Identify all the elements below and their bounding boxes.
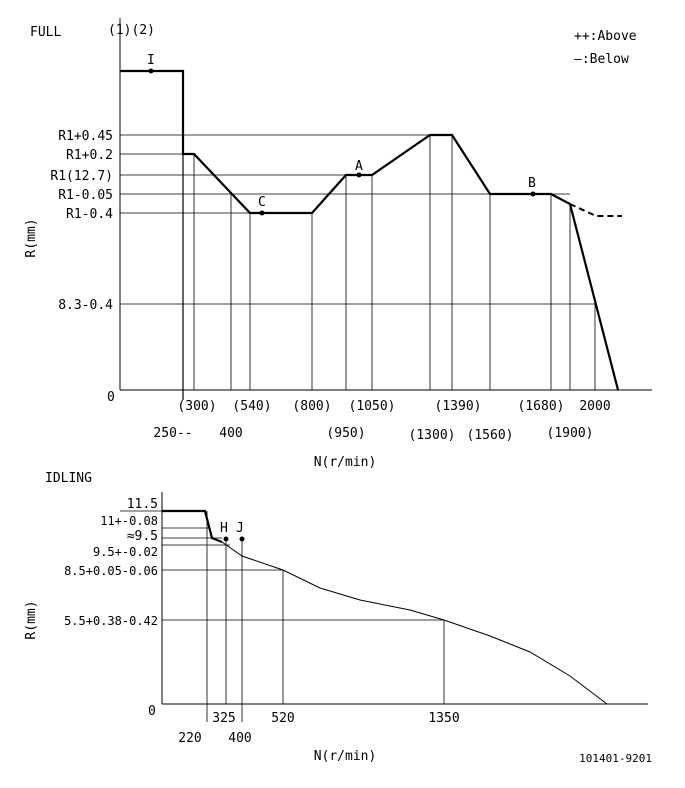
point-label-i: I	[147, 53, 155, 68]
idling-x-ticks-upper: 325 520 1350	[212, 711, 459, 726]
idling-hlines	[120, 510, 444, 621]
legend-below: —:Below	[574, 52, 629, 67]
x-tick: (300)	[177, 399, 216, 414]
x-tick: (1050)	[349, 399, 396, 414]
x-tick: 400	[219, 426, 242, 441]
full-x-ticks-upper: (300) (540) (800) (1050) (1390) (1680) 2…	[177, 399, 610, 414]
y-tick: 8.5+0.05-0.06	[64, 564, 158, 578]
point-label-c: C	[258, 195, 266, 210]
idling-x-axis-label: N(r/min)	[314, 749, 377, 764]
y-tick: 11+-0.08	[100, 514, 158, 528]
full-title: FULL	[30, 25, 61, 40]
y-tick: R1+0.2	[66, 148, 113, 163]
full-y-axis-label: R(mm)	[24, 218, 39, 257]
idling-y-ticks: 11.5 11+-0.08 ≈9.5 9.5+-0.02 8.5+0.05-0.…	[64, 497, 158, 628]
y-tick: R1(12.7)	[50, 169, 113, 184]
full-panel: FULL (1)(2) ++:Above —:Below	[24, 18, 652, 470]
idling-panel: IDLING H J	[24, 471, 648, 764]
x-tick: (1900)	[547, 426, 594, 441]
full-x-axis-label: N(r/min)	[314, 455, 377, 470]
idling-vlines	[206, 511, 445, 722]
idling-title: IDLING	[45, 471, 92, 486]
y-tick: R1+0.45	[58, 129, 113, 144]
idling-y-axis-label: R(mm)	[24, 600, 39, 639]
full-markers	[148, 68, 536, 216]
full-vlines	[193, 135, 596, 390]
y-tick: 5.5+0.38-0.42	[64, 614, 158, 628]
y-tick: 11.5	[127, 497, 158, 512]
x-tick: 520	[271, 711, 294, 726]
y-tick: 8.3-0.4	[58, 298, 113, 313]
x-tick: (1300)	[409, 428, 456, 443]
x-tick: 250--	[153, 426, 192, 441]
point-label-b: B	[528, 176, 536, 191]
idling-plateau	[162, 509, 223, 544]
full-notes: (1)(2)	[108, 23, 155, 38]
full-origin: 0	[107, 390, 115, 405]
point-label-a: A	[355, 159, 363, 174]
x-tick: (1560)	[467, 428, 514, 443]
idling-markers	[223, 536, 245, 542]
reference-number: 101401-9201	[579, 752, 652, 765]
x-tick: (800)	[292, 399, 331, 414]
idling-curve	[221, 541, 608, 705]
x-tick: 2000	[579, 399, 610, 414]
x-tick: 1350	[428, 711, 459, 726]
idling-x-ticks-lower: 220 400	[178, 731, 251, 746]
y-tick: R1-0.05	[58, 188, 113, 203]
full-dashed-tail	[569, 203, 622, 217]
x-tick: 400	[228, 731, 251, 746]
point-label-j: J	[236, 521, 244, 536]
full-y-ticks: R1+0.45 R1+0.2 R1(12.7) R1-0.05 R1-0.4 8…	[50, 129, 113, 313]
idling-origin: 0	[148, 704, 156, 719]
point-label-h: H	[220, 521, 228, 536]
full-x-ticks-lower: 250-- 400 (950) (1300) (1560) (1900)	[153, 426, 593, 443]
x-tick: (950)	[326, 426, 365, 441]
x-tick: 220	[178, 731, 201, 746]
x-tick: 325	[212, 711, 235, 726]
full-curve	[120, 69, 620, 391]
x-tick: (1680)	[518, 399, 565, 414]
legend-above: ++:Above	[574, 29, 637, 44]
y-tick: ≈9.5	[127, 529, 158, 544]
x-tick: (1390)	[435, 399, 482, 414]
x-tick: (540)	[232, 399, 271, 414]
y-tick: 9.5+-0.02	[93, 545, 158, 559]
y-tick: R1-0.4	[66, 207, 113, 222]
